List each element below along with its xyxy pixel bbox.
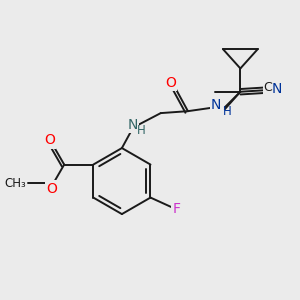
- Text: H: H: [222, 105, 231, 118]
- Text: F: F: [173, 202, 181, 216]
- Text: O: O: [44, 133, 55, 147]
- Text: O: O: [46, 182, 57, 196]
- Text: N: N: [211, 98, 221, 112]
- Text: N: N: [272, 82, 282, 96]
- Text: CH₃: CH₃: [4, 177, 26, 190]
- Text: N: N: [128, 118, 138, 132]
- Text: C: C: [263, 81, 272, 94]
- Text: O: O: [165, 76, 176, 90]
- Text: H: H: [137, 124, 146, 137]
